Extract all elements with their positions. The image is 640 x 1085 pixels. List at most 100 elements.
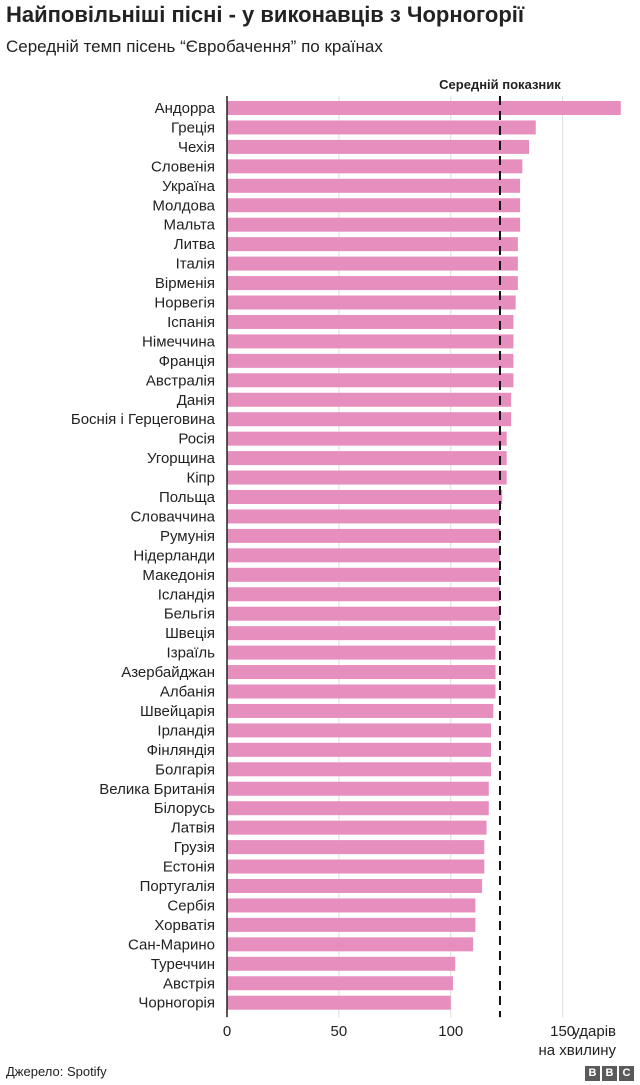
category-label-18: Росія: [178, 431, 215, 448]
bar-chart: Андорра Греція Чехія Словенія Україна Молдова…: [71, 77, 621, 1059]
category-label-41: Португалія: [140, 878, 215, 895]
bar-14: [227, 353, 514, 368]
bbc-logo-letter-b2: B: [602, 1066, 617, 1081]
category-label-26: Ісландія: [158, 586, 215, 603]
bar-4: [227, 159, 523, 174]
bar-10: [227, 276, 518, 291]
bar-42: [227, 898, 476, 913]
bar-12: [227, 314, 514, 329]
bar-33: [227, 723, 492, 738]
bar-27: [227, 606, 500, 621]
bar-21: [227, 490, 503, 504]
bar-3: [227, 139, 530, 154]
category-label-32: Швейцарія: [140, 703, 215, 720]
bar-23: [227, 528, 500, 543]
bar-20: [227, 470, 507, 485]
chart-title: Найповільніші пісні - у виконавців з Чор…: [6, 2, 525, 27]
bar-41: [227, 879, 483, 893]
category-label-6: Молдова: [152, 197, 215, 214]
category-label-27: Бельгія: [164, 606, 215, 623]
category-label-44: Сан-Марино: [128, 936, 215, 953]
bar-22: [227, 509, 500, 524]
category-label-7: Мальта: [164, 217, 216, 234]
category-label-23: Румунія: [160, 528, 215, 545]
bar-18: [227, 431, 507, 446]
category-label-29: Ізраїль: [167, 645, 216, 662]
category-label-47: Чорногорія: [138, 995, 215, 1012]
category-label-28: Швеція: [165, 625, 215, 642]
category-label-13: Німеччина: [142, 333, 216, 350]
category-label-25: Македонія: [142, 567, 215, 584]
bar-44: [227, 937, 474, 952]
category-label-11: Норвегія: [154, 295, 215, 312]
chart-subtitle: Середній темп пісень “Євробачення” по кр…: [6, 37, 383, 56]
bar-2: [227, 120, 536, 135]
category-label-12: Іспанія: [167, 314, 215, 331]
category-label-42: Сербія: [167, 897, 215, 914]
bar-11: [227, 295, 516, 310]
bar-39: [227, 840, 485, 855]
category-label-22: Словаччина: [130, 508, 215, 525]
bar-40: [227, 859, 485, 874]
bar-30: [227, 665, 496, 680]
category-label-5: Україна: [162, 178, 216, 195]
category-label-17: Боснія і Герцеговина: [71, 411, 216, 428]
bar-38: [227, 820, 487, 835]
tick-label-100: 100: [438, 1023, 463, 1040]
average-label: Середній показник: [439, 77, 561, 92]
bar-6: [227, 198, 521, 213]
bar-5: [227, 178, 521, 193]
category-label-9: Італія: [176, 256, 215, 273]
bbc-logo-letter-c: C: [619, 1066, 634, 1081]
category-label-37: Білорусь: [154, 800, 215, 817]
category-label-21: Польща: [159, 489, 216, 506]
category-label-20: Кіпр: [186, 470, 215, 487]
category-label-2: Греція: [171, 119, 215, 136]
source-note: Джерело: Spotify: [6, 1064, 107, 1079]
category-label-3: Чехія: [178, 139, 215, 156]
bar-15: [227, 373, 514, 388]
category-label-36: Велика Британія: [99, 781, 215, 798]
bar-25: [227, 567, 500, 582]
bar-17: [227, 412, 512, 427]
bar-19: [227, 451, 507, 466]
category-label-33: Ірландія: [157, 722, 215, 739]
category-label-31: Албанія: [160, 684, 215, 701]
bar-29: [227, 645, 496, 660]
category-label-14: Франція: [159, 353, 215, 370]
bar-7: [227, 217, 521, 232]
bar-9: [227, 256, 518, 271]
bar-47: [227, 995, 451, 1010]
x-axis-unit-line2: на хвилину: [538, 1042, 616, 1059]
category-label-46: Австрія: [163, 975, 215, 992]
bar-34: [227, 742, 492, 757]
bar-16: [227, 392, 512, 407]
category-label-45: Туреччин: [151, 956, 215, 973]
category-label-15: Австралія: [146, 372, 215, 389]
category-label-40: Естонія: [163, 859, 215, 876]
bar-31: [227, 684, 496, 699]
tick-label-0: 0: [223, 1023, 231, 1040]
category-label-34: Фінляндія: [147, 742, 215, 759]
category-label-8: Литва: [174, 236, 216, 253]
category-label-16: Данія: [177, 392, 215, 409]
category-label-19: Угорщина: [147, 450, 216, 467]
category-label-43: Хорватія: [154, 917, 215, 934]
bar-36: [227, 781, 489, 796]
category-label-38: Латвія: [171, 820, 215, 837]
x-axis-unit-line1: ударів: [572, 1023, 616, 1040]
category-label-39: Грузія: [174, 839, 215, 856]
tick-label-150: 150: [550, 1023, 575, 1040]
bbc-logo-letter-b1: B: [585, 1066, 600, 1081]
tick-label-50: 50: [331, 1023, 348, 1040]
category-label-1: Андорра: [155, 100, 216, 117]
category-label-30: Азербайджан: [121, 664, 215, 681]
bar-26: [227, 587, 500, 602]
category-label-4: Словенія: [151, 158, 215, 175]
bar-32: [227, 703, 494, 718]
bar-13: [227, 334, 514, 349]
bar-28: [227, 626, 496, 641]
bar-46: [227, 976, 453, 991]
bar-45: [227, 956, 456, 971]
bar-43: [227, 917, 476, 932]
